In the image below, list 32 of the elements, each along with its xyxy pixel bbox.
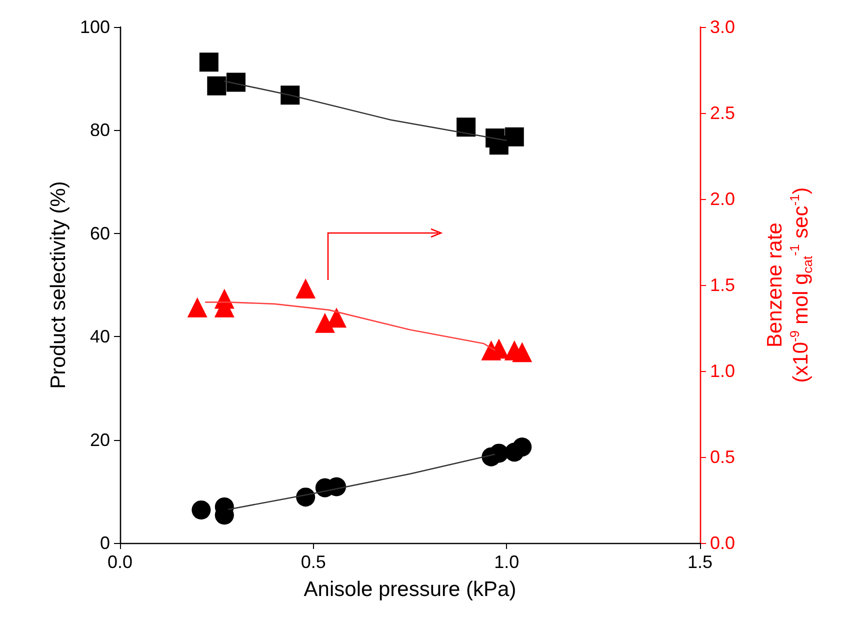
x-tick-label: 0.0 [107,552,133,572]
y2-tick-label: 1.5 [710,275,736,295]
x-tick-label: 1.5 [687,552,713,572]
point [280,86,300,105]
y2-tick-label: 1.0 [710,361,736,381]
y2-tick-label: 0.5 [710,447,736,467]
y-tick-label: 80 [90,120,110,140]
point [456,118,476,137]
x-tick-label: 0.5 [300,552,326,572]
y2-tick-label: 2.5 [710,103,736,123]
y2-tick-label: 0.0 [710,533,736,553]
y2-tick-label: 2.0 [710,189,736,209]
y-tick-label: 20 [90,430,110,450]
point [512,342,532,362]
point [187,297,208,318]
y-axis-title: Product selectivity (%) [47,181,70,389]
y2-tick-label: 3.0 [710,17,736,37]
point [199,52,218,72]
point [504,127,524,146]
point [314,312,335,333]
point [207,76,226,96]
y-tick-label: 0 [100,533,110,553]
x-tick-label: 1.0 [494,552,520,572]
point [296,278,316,298]
point [296,488,316,507]
y-tick-label: 40 [90,326,110,347]
y-tick-label: 60 [90,223,110,244]
point [192,500,211,520]
point [226,72,246,92]
point [512,438,532,457]
y-tick-label: 100 [80,17,110,37]
x-axis-title: Anisole pressure (kPa) [304,578,516,601]
